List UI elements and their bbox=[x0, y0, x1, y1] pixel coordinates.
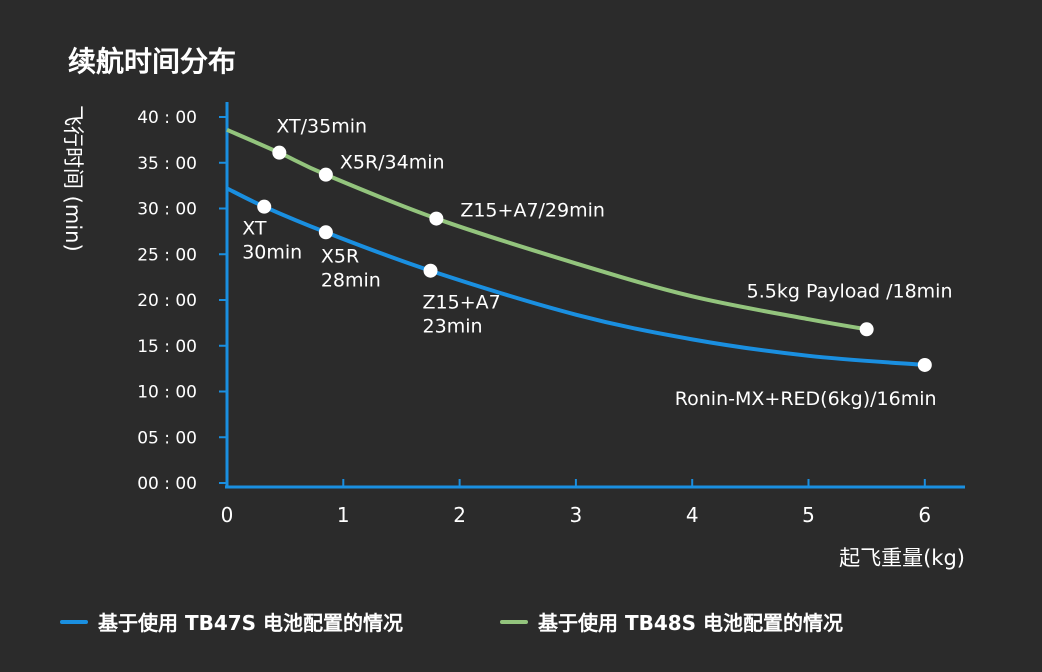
data-label: Z15+A7/29min bbox=[460, 200, 605, 222]
x-tick-label: 5 bbox=[802, 503, 815, 527]
y-tick-label: 30 : 00 bbox=[137, 200, 197, 220]
data-point bbox=[318, 167, 333, 182]
y-tick-label: 05 : 00 bbox=[137, 428, 197, 448]
y-tick-label: 15 : 00 bbox=[137, 337, 197, 357]
x-tick-label: 4 bbox=[686, 503, 699, 527]
data-label: X5R bbox=[321, 245, 359, 267]
data-label: Z15+A7 bbox=[423, 292, 501, 314]
data-label: 30min bbox=[242, 242, 302, 264]
data-point bbox=[429, 211, 444, 226]
y-tick-label: 25 : 00 bbox=[137, 245, 197, 265]
data-label: XT bbox=[242, 218, 267, 240]
series-line-0 bbox=[226, 186, 925, 367]
data-label: 23min bbox=[423, 316, 483, 338]
data-label: 5.5kg Payload /18min bbox=[747, 280, 953, 302]
x-tick-label: 2 bbox=[453, 503, 466, 527]
x-tick-label: 6 bbox=[918, 503, 931, 527]
data-point bbox=[318, 225, 333, 240]
y-tick-label: 35 : 00 bbox=[137, 154, 197, 174]
y-tick-label: 20 : 00 bbox=[137, 291, 197, 311]
data-point bbox=[257, 199, 272, 214]
data-label: XT/35min bbox=[276, 116, 367, 138]
data-point bbox=[859, 322, 874, 337]
legend-item-tb47s: 基于使用 TB47S 电池配置的情况 bbox=[60, 607, 403, 636]
data-point bbox=[272, 145, 287, 160]
legend-item-tb48s: 基于使用 TB48S 电池配置的情况 bbox=[500, 607, 843, 636]
data-label: X5R/34min bbox=[340, 152, 445, 174]
data-point bbox=[423, 263, 438, 278]
legend-swatch-blue bbox=[60, 619, 88, 624]
legend-label: 基于使用 TB47S 电池配置的情况 bbox=[98, 611, 404, 635]
x-axis-label: 起飞重量(kg) bbox=[839, 546, 965, 570]
data-label: Ronin-MX+RED(6kg)/16min bbox=[675, 388, 937, 410]
legend-swatch-green bbox=[500, 619, 528, 624]
y-tick-label: 00 : 00 bbox=[137, 474, 197, 494]
data-point bbox=[917, 357, 932, 372]
x-tick-label: 1 bbox=[337, 503, 350, 527]
y-tick-label: 40 : 00 bbox=[137, 108, 197, 128]
chart-title: 续航时间分布 bbox=[68, 45, 237, 78]
legend-label: 基于使用 TB48S 电池配置的情况 bbox=[538, 611, 844, 635]
y-tick-label: 10 : 00 bbox=[137, 383, 197, 403]
x-tick-label: 0 bbox=[221, 503, 234, 527]
series-line-1 bbox=[226, 127, 867, 332]
data-label: 28min bbox=[321, 269, 381, 291]
y-axis-label: 飞行时间 (min) bbox=[61, 105, 85, 252]
x-tick-label: 3 bbox=[570, 503, 583, 527]
